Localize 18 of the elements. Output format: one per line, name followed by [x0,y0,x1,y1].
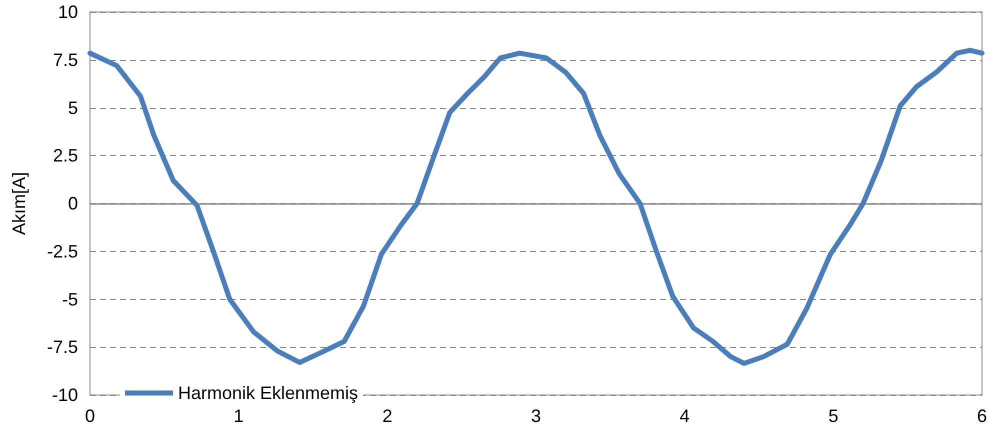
y-tick-label: 5 [68,98,78,118]
y-tick-label: 10 [58,2,78,22]
y-tick-label: 2.5 [52,146,78,166]
y-tick-label: 0 [68,194,78,214]
x-tick-label: 5 [828,406,838,425]
x-tick-label: 6 [976,406,988,425]
x-tick-label: 1 [234,406,244,425]
x-tick-label: 2 [382,406,392,425]
y-tick-label: -7.5 [46,337,78,358]
x-tick-label: 4 [680,406,690,425]
x-tick-label: 3 [530,406,542,425]
y-tick-label: -2.5 [46,241,78,262]
x-tick-label: 0 [84,406,96,425]
y-axis-title: Akım[A] [9,172,29,236]
y-tick-label: -5 [62,289,78,310]
y-tick-label: -10 [52,385,78,405]
y-tick-label: 7.5 [52,50,78,70]
legend-label: Harmonik Eklenmemiş [178,383,358,403]
